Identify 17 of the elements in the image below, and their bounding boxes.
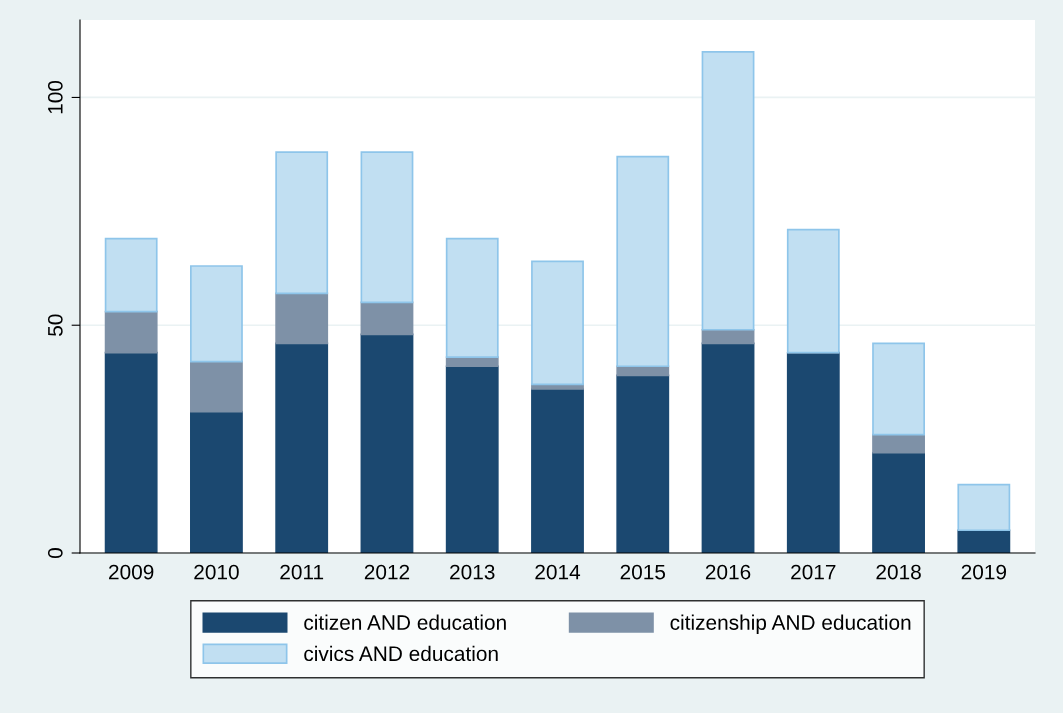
x-tick-label: 2018: [876, 564, 921, 580]
x-tick-label: 2011: [280, 564, 324, 580]
x-tick-label: 2013: [450, 564, 495, 580]
y-tick-label: 0: [47, 548, 63, 558]
x-tick-label: 2010: [194, 564, 239, 580]
y-tick-label: 100: [47, 80, 63, 114]
x-tick-label: 2017: [791, 564, 836, 580]
x-tick-label: 2009: [109, 564, 154, 580]
legend-label: civics AND education: [304, 645, 498, 662]
x-tick-label: 2012: [364, 564, 410, 580]
x-tick-label: 2019: [961, 564, 1007, 580]
legend-label: citizenship AND education: [670, 614, 911, 635]
x-tick-label: 2014: [535, 564, 581, 580]
x-tick-label: 2016: [705, 564, 751, 580]
x-tick-label: 2015: [620, 564, 666, 580]
legend-label: citizen AND education: [304, 614, 506, 630]
y-tick-label: 50: [47, 314, 63, 336]
